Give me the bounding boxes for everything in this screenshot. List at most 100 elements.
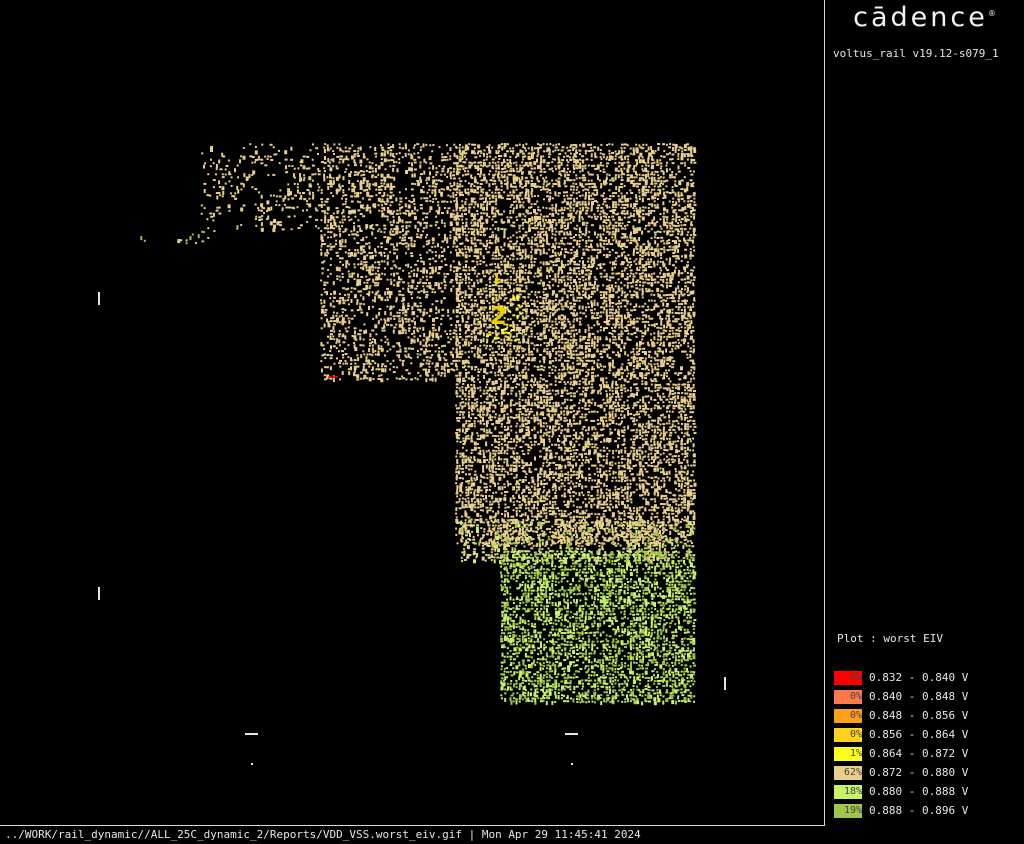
heatmap-cell xyxy=(642,284,645,287)
heatmap-cell xyxy=(378,275,381,279)
heatmap-cell xyxy=(452,260,455,263)
heatmap-cell xyxy=(671,278,674,281)
heatmap-cell xyxy=(567,161,570,164)
heatmap-cell xyxy=(207,227,210,230)
heatmap-cell xyxy=(555,323,559,326)
heatmap-cell xyxy=(428,332,431,337)
heatmap-cell xyxy=(551,204,554,207)
heatmap-cell xyxy=(554,158,557,161)
heatmap-cell xyxy=(578,149,582,152)
heatmap-cell xyxy=(489,326,492,329)
heatmap-cell xyxy=(531,152,534,157)
heatmap-cell xyxy=(470,174,473,179)
heatmap-cell xyxy=(590,272,593,275)
heatmap-cell xyxy=(560,305,564,308)
heatmap-cell xyxy=(522,164,526,167)
heatmap-cell xyxy=(569,221,572,224)
heatmap-cell xyxy=(639,275,643,280)
heatmap-cell xyxy=(456,320,460,323)
heatmap-cell xyxy=(341,335,345,338)
heatmap-cell xyxy=(434,282,438,286)
heatmap-cell xyxy=(524,197,528,200)
heatmap-cell xyxy=(432,165,435,170)
heatmap-cell xyxy=(332,212,335,215)
heatmap-cell xyxy=(605,300,608,303)
heatmap-cell xyxy=(621,248,624,250)
heatmap-cell xyxy=(674,240,677,245)
heatmap-cell xyxy=(440,335,442,338)
heatmap-cell xyxy=(650,209,654,212)
heatmap-cell xyxy=(585,227,588,232)
heatmap-cell xyxy=(371,341,374,343)
heatmap-cell xyxy=(578,191,580,194)
heatmap-cell xyxy=(308,197,311,200)
heatmap-cell xyxy=(461,191,463,194)
heatmap-cell xyxy=(587,275,591,280)
heatmap-cell xyxy=(407,372,411,375)
heatmap-cell xyxy=(569,326,573,329)
heatmap-cell xyxy=(341,257,344,260)
heatmap-cell xyxy=(474,248,478,253)
heatmap-cell xyxy=(684,239,687,244)
heatmap-cell xyxy=(582,143,586,148)
heatmap-cell xyxy=(554,227,557,230)
heatmap-cell xyxy=(354,374,358,377)
heatmap-cell xyxy=(426,359,429,362)
heatmap-cell xyxy=(612,218,616,221)
heatmap-cell xyxy=(606,162,610,165)
heatmap-cell xyxy=(353,266,356,269)
heatmap-cell xyxy=(555,309,559,312)
heatmap-cell xyxy=(608,216,611,218)
heatmap-cell xyxy=(471,143,475,146)
heatmap-cell xyxy=(611,249,614,251)
heatmap-cell xyxy=(486,221,488,224)
heatmap-cell xyxy=(449,200,452,203)
heatmap-cell xyxy=(410,155,414,160)
heatmap-cell xyxy=(477,219,481,222)
heatmap-cell xyxy=(494,251,497,254)
heatmap-cell xyxy=(374,293,378,296)
heatmap-cell xyxy=(569,242,572,245)
heatmap-cell xyxy=(501,143,503,146)
heatmap-cell xyxy=(425,243,429,246)
heatmap-cell xyxy=(545,236,548,241)
heatmap-cell xyxy=(578,281,581,284)
heatmap-cell xyxy=(536,155,539,158)
heatmap-cell xyxy=(452,332,456,335)
heatmap-cell xyxy=(617,287,621,292)
heatmap-cell xyxy=(554,278,557,283)
heatmap-cell xyxy=(497,299,500,302)
heatmap-cell xyxy=(494,239,497,244)
heatmap-cell xyxy=(260,209,264,212)
heatmap-cell xyxy=(588,230,591,233)
heatmap-cell xyxy=(644,213,648,216)
heatmap-cell xyxy=(674,245,678,250)
heatmap-cell xyxy=(438,326,441,331)
heatmap-cell xyxy=(495,195,498,198)
heatmap-cell xyxy=(692,282,695,285)
heatmap-cell xyxy=(530,167,534,170)
heatmap-cell xyxy=(683,237,686,242)
heatmap-cell xyxy=(480,215,484,220)
heatmap-cell xyxy=(569,212,573,217)
heatmap-cell xyxy=(641,165,644,168)
heatmap-cell xyxy=(600,143,603,146)
heatmap-cell xyxy=(557,315,561,320)
heatmap-cell xyxy=(392,305,395,308)
heatmap-cell xyxy=(638,269,641,271)
heatmap-cell xyxy=(530,212,532,215)
heatmap-cell xyxy=(693,249,696,252)
heatmap-cell xyxy=(452,336,455,339)
heatmap-cell xyxy=(356,374,360,379)
heatmap-cell xyxy=(612,263,615,266)
heatmap-cell xyxy=(552,312,556,315)
heatmap-cell xyxy=(602,153,605,156)
heatmap-cell xyxy=(563,275,566,278)
heatmap-cell xyxy=(329,243,332,246)
heatmap-cell xyxy=(573,161,577,163)
heatmap-cell xyxy=(626,144,629,147)
heatmap-cell xyxy=(329,333,333,336)
heatmap-cell xyxy=(390,273,393,276)
heatmap-cell xyxy=(456,306,460,308)
heatmap-cell xyxy=(393,272,396,277)
